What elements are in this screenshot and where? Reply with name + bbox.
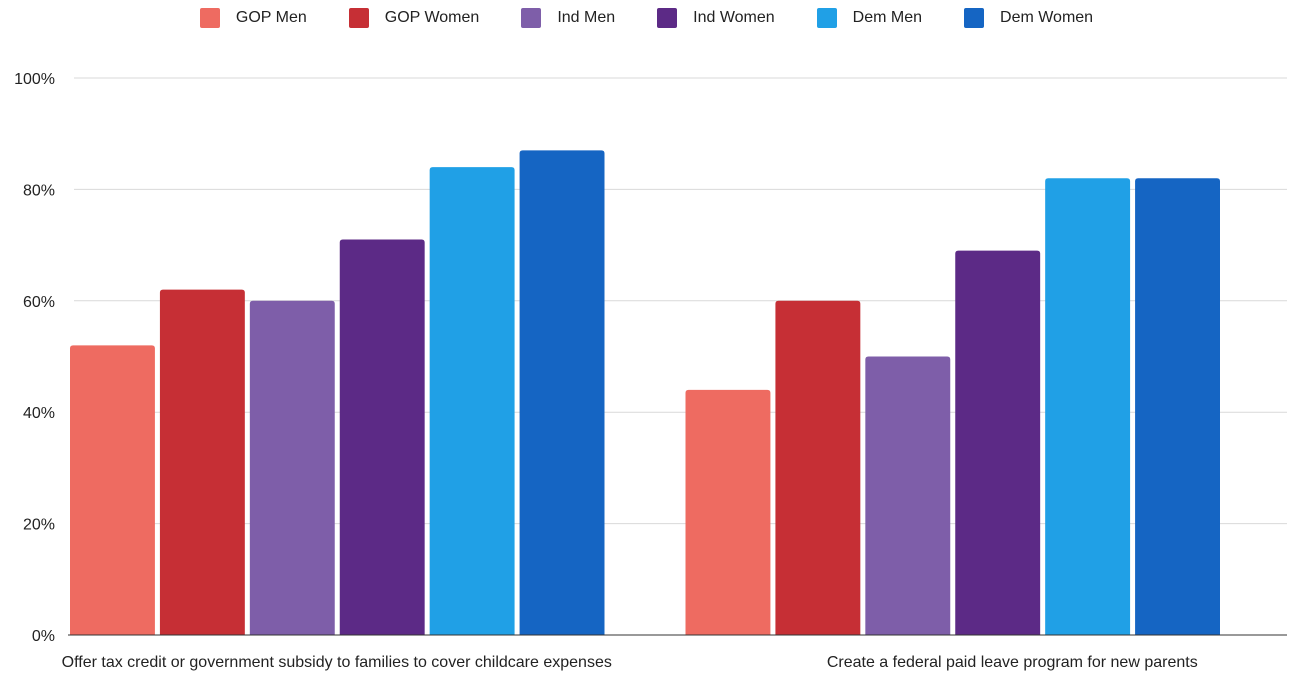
bar-ind-women — [955, 250, 1041, 636]
legend-item-ind-men: Ind Men — [521, 8, 615, 28]
bar-ind-men — [865, 356, 951, 635]
y-tick-label: 60% — [23, 294, 55, 311]
y-tick-label: 20% — [23, 517, 55, 534]
legend: GOP Men GOP Women Ind Men Ind Women Dem Men D… — [0, 8, 1293, 28]
x-category-label: Create a federal paid leave program for … — [827, 654, 1198, 671]
bar-dem-men — [429, 167, 515, 635]
legend-item-dem-women: Dem Women — [964, 8, 1093, 28]
legend-item-ind-women: Ind Women — [657, 8, 775, 28]
y-tick-label: 80% — [23, 182, 55, 199]
bar-dem-men — [1045, 178, 1131, 635]
y-tick-label: 40% — [23, 405, 55, 422]
legend-item-gop-men: GOP Men — [199, 8, 307, 28]
bar-gop-men — [70, 345, 155, 635]
legend-item-dem-men: Dem Men — [816, 8, 923, 28]
legend-label: Dem Men — [852, 9, 923, 26]
legend-label: GOP Women — [384, 9, 480, 26]
bar-gop-women — [775, 300, 861, 635]
legend-item-gop-women: GOP Women — [348, 8, 480, 28]
bar-gop-men — [685, 389, 771, 635]
legend-label: Ind Men — [557, 9, 616, 26]
legend-swatch — [657, 8, 678, 28]
legend-swatch — [816, 8, 837, 28]
bar-ind-women — [339, 239, 425, 635]
bar-gop-women — [159, 289, 245, 635]
y-tick-label: 100% — [14, 71, 55, 88]
legend-swatch — [521, 8, 542, 28]
bar-dem-women — [519, 150, 605, 635]
legend-swatch — [199, 8, 220, 28]
y-tick-label: 0% — [32, 628, 55, 645]
legend-label: Ind Women — [693, 9, 775, 26]
legend-swatch — [348, 8, 369, 28]
bar-ind-men — [249, 300, 335, 635]
legend-label: GOP Men — [235, 9, 307, 26]
legend-label: Dem Women — [1000, 9, 1094, 26]
legend-swatch — [964, 8, 985, 28]
bar-dem-women — [1135, 178, 1220, 635]
x-category-label: Offer tax credit or government subsidy t… — [62, 654, 612, 671]
